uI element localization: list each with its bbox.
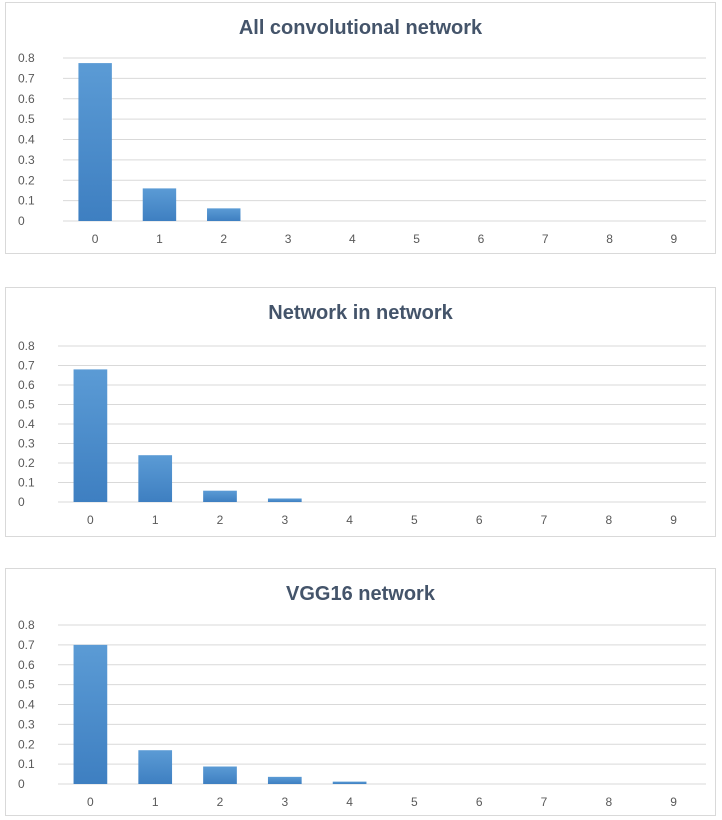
chart-panel-all-convolutional: All convolutional network 0 0.1 0.2 0.3 0.4 0… bbox=[5, 2, 716, 254]
x-tick-label: 6 bbox=[476, 795, 483, 809]
y-tick-label: 0.4 bbox=[18, 133, 35, 147]
bar-2 bbox=[203, 490, 237, 502]
y-tick-label: 0.5 bbox=[18, 398, 35, 412]
y-tick-label: 0.5 bbox=[18, 112, 35, 126]
y-tick-label: 0.4 bbox=[18, 417, 35, 431]
chart-panel-network-in-network: Network in network 0 0.1 0.2 0.3 0.4 0.5 0.6 0.… bbox=[5, 287, 716, 537]
y-tick-label: 0.2 bbox=[18, 173, 35, 187]
x-tick-label: 9 bbox=[671, 232, 678, 246]
x-tick-label: 3 bbox=[281, 795, 288, 809]
x-tick-label: 8 bbox=[605, 795, 612, 809]
y-tick-label: 0 bbox=[18, 777, 25, 791]
x-tick-label: 7 bbox=[541, 795, 548, 809]
y-tick-label: 0.5 bbox=[18, 678, 35, 692]
y-tick-label: 0 bbox=[18, 214, 25, 228]
x-tick-label: 1 bbox=[152, 513, 159, 527]
y-tick-label: 0.3 bbox=[18, 437, 35, 451]
y-tick-label: 0.1 bbox=[18, 757, 35, 771]
x-tick-label: 9 bbox=[670, 795, 677, 809]
chart-title: VGG16 network bbox=[286, 583, 435, 605]
y-tick-label: 0.6 bbox=[18, 378, 35, 392]
y-tick-label: 0.1 bbox=[18, 476, 35, 490]
x-tick-label: 6 bbox=[476, 513, 483, 527]
y-tick-label: 0.6 bbox=[18, 92, 35, 106]
chart-title: All convolutional network bbox=[238, 17, 483, 39]
x-tick-label: 2 bbox=[220, 232, 227, 246]
bar-0 bbox=[73, 644, 108, 784]
x-tick-label: 4 bbox=[349, 232, 356, 246]
bar-1 bbox=[138, 750, 173, 784]
x-tick-label: 8 bbox=[605, 513, 612, 527]
bar-chart: 0 0.1 0.2 0.3 0.4 0.5 0.6 0.7 0.8 0 1 2 3 4 5 6 7 8 9 bbox=[18, 618, 706, 809]
bar-1 bbox=[138, 455, 173, 502]
x-tick-label: 5 bbox=[411, 795, 418, 809]
bar-4 bbox=[332, 781, 367, 784]
bar-0 bbox=[78, 63, 112, 221]
x-tick-label: 5 bbox=[413, 232, 420, 246]
bar-chart: 0 0.1 0.2 0.3 0.4 0.5 0.6 0.7 0.8 0 1 2 3 4 5 6 7 8 9 bbox=[18, 339, 706, 527]
y-tick-label: 0.8 bbox=[18, 618, 35, 632]
x-tick-label: 7 bbox=[542, 232, 549, 246]
chart-title: Network in network bbox=[268, 302, 453, 324]
x-tick-label: 1 bbox=[156, 232, 163, 246]
x-tick-label: 7 bbox=[541, 513, 548, 527]
y-tick-label: 0.2 bbox=[18, 456, 35, 470]
x-tick-label: 9 bbox=[670, 513, 677, 527]
x-tick-label: 0 bbox=[87, 513, 94, 527]
y-tick-label: 0.8 bbox=[18, 339, 35, 353]
y-tick-label: 0.7 bbox=[18, 359, 35, 373]
y-tick-label: 0.3 bbox=[18, 717, 35, 731]
y-tick-label: 0.4 bbox=[18, 698, 35, 712]
y-tick-label: 0.3 bbox=[18, 153, 35, 167]
bar-1 bbox=[142, 188, 177, 221]
x-tick-label: 8 bbox=[606, 232, 613, 246]
x-tick-label: 2 bbox=[217, 513, 224, 527]
bar-2 bbox=[207, 208, 241, 221]
x-tick-label: 3 bbox=[285, 232, 292, 246]
x-tick-label: 4 bbox=[346, 795, 353, 809]
x-tick-label: 0 bbox=[87, 795, 94, 809]
x-tick-label: 6 bbox=[478, 232, 485, 246]
bar-chart: 0 0.1 0.2 0.3 0.4 0.5 0.6 0.7 0.8 0 1 2 3 4 5 6 7 8 9 bbox=[18, 51, 706, 246]
y-tick-label: 0.2 bbox=[18, 737, 35, 751]
x-tick-label: 5 bbox=[411, 513, 418, 527]
x-tick-label: 3 bbox=[281, 513, 288, 527]
bar-3 bbox=[267, 498, 302, 502]
chart-panel-vgg16: VGG16 network 0 0.1 0.2 0.3 0.4 0.5 0.6 0.7 0.8 0… bbox=[5, 568, 716, 816]
y-tick-label: 0.7 bbox=[18, 71, 35, 85]
y-tick-label: 0 bbox=[18, 495, 25, 509]
y-tick-label: 0.8 bbox=[18, 51, 35, 65]
bar-3 bbox=[267, 776, 302, 784]
bar-0 bbox=[73, 369, 108, 502]
x-tick-label: 4 bbox=[346, 513, 353, 527]
x-tick-label: 1 bbox=[152, 795, 159, 809]
y-tick-label: 0.6 bbox=[18, 658, 35, 672]
x-tick-label: 2 bbox=[217, 795, 224, 809]
y-tick-label: 0.1 bbox=[18, 194, 35, 208]
y-tick-label: 0.7 bbox=[18, 638, 35, 652]
x-tick-label: 0 bbox=[92, 232, 99, 246]
bar-2 bbox=[203, 766, 237, 784]
